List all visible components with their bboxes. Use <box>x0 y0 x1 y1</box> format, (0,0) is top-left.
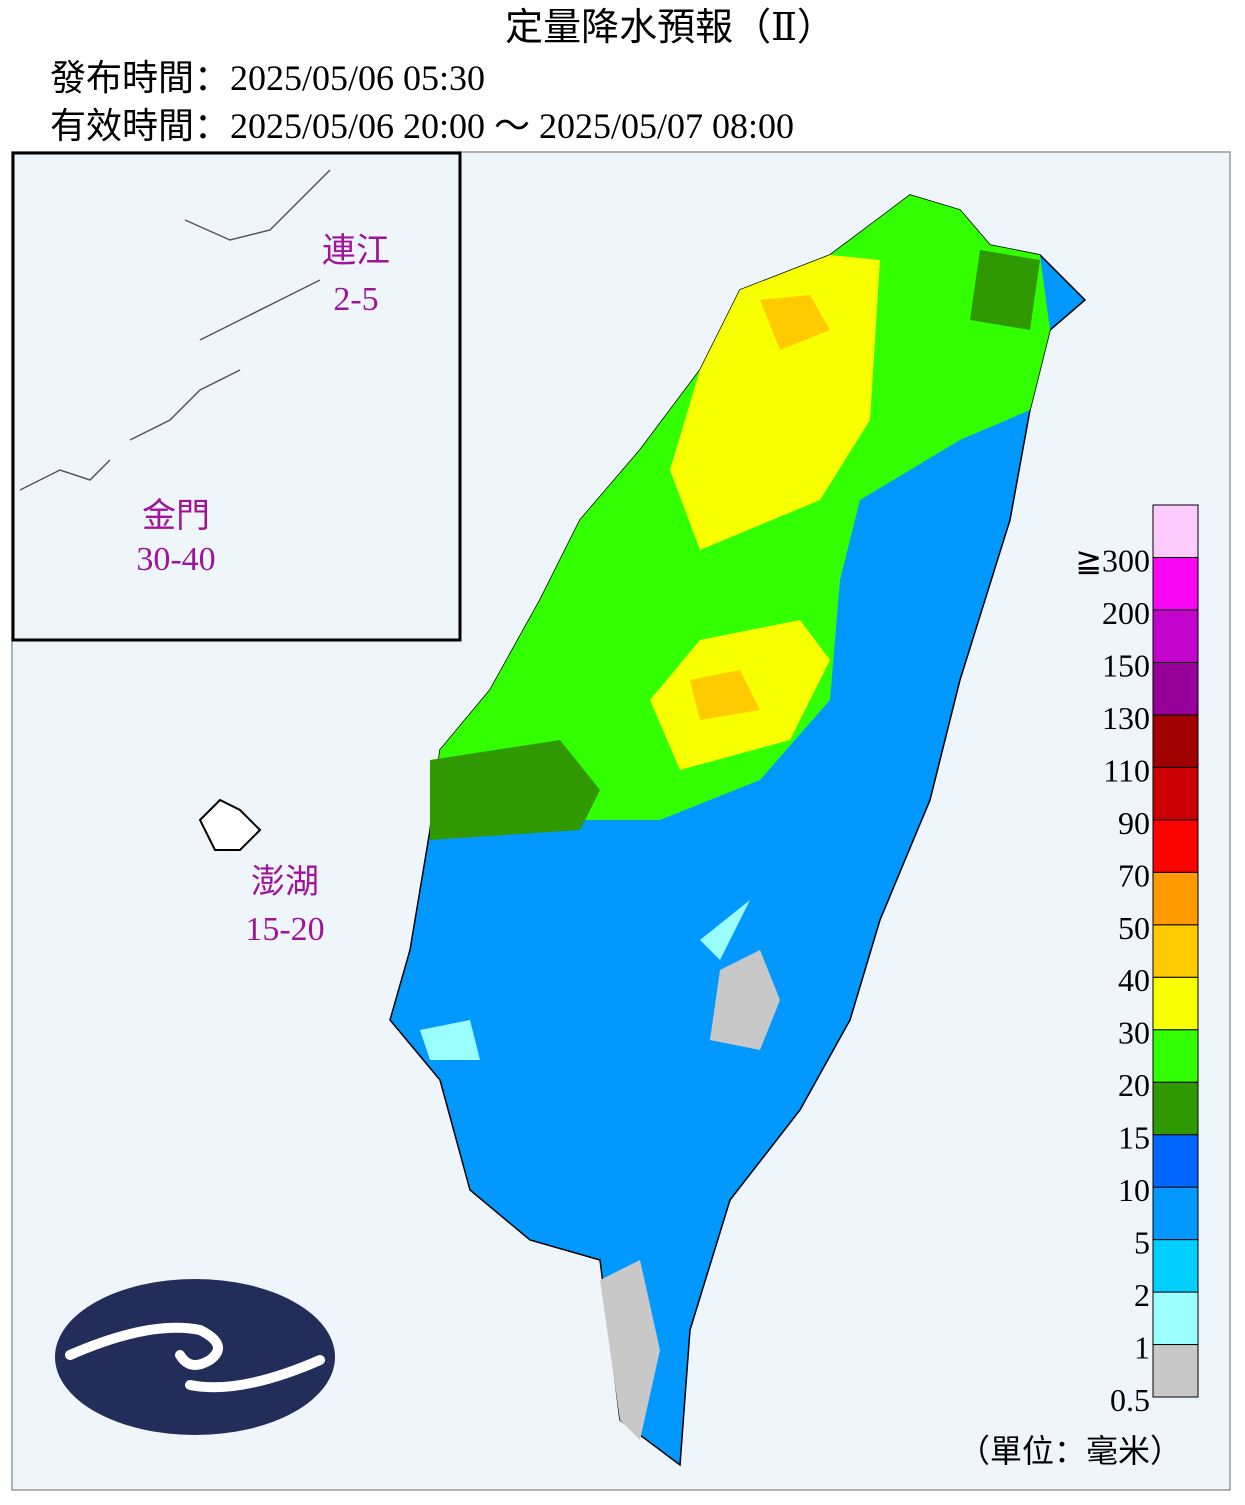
penghu-island <box>198 798 262 851</box>
legend-swatch <box>1152 871 1199 926</box>
legend-label: 20 <box>1118 1067 1150 1103</box>
region-range: 15-20 <box>245 911 324 948</box>
legend-unit: （單位：毫米） <box>958 1433 1182 1469</box>
legend-swatch <box>1152 1029 1199 1083</box>
legend-label: 5 <box>1134 1225 1150 1261</box>
legend-label: 0.5 <box>1110 1382 1150 1418</box>
region-name: 澎湖 <box>251 863 319 901</box>
legend-label: 150 <box>1102 647 1150 683</box>
legend-swatch <box>1152 924 1199 978</box>
zone-1-2 <box>420 900 750 1060</box>
inset-frame <box>11 151 462 642</box>
legend-label: 2 <box>1134 1277 1150 1313</box>
legend-label: 30 <box>1118 1015 1150 1051</box>
legend-swatch <box>1152 1081 1199 1136</box>
legend-swatch <box>1152 609 1199 663</box>
region-range: 2-5 <box>333 281 378 318</box>
legend-label: ≧300 <box>1075 542 1150 578</box>
logo-swirl <box>65 1322 325 1393</box>
legend-swatch <box>1152 661 1199 716</box>
zone-30-40 <box>650 255 880 770</box>
legend-swatch <box>1152 766 1199 821</box>
legend-label: 130 <box>1102 700 1150 736</box>
zone-40-50 <box>690 295 830 720</box>
logo <box>55 1279 335 1435</box>
legend-swatch <box>1152 1186 1199 1241</box>
legend-label: 70 <box>1118 857 1150 893</box>
legend-label: 90 <box>1118 805 1150 841</box>
legend-swatch <box>1152 556 1199 611</box>
legend-label: 1 <box>1134 1330 1150 1366</box>
legend-label: 15 <box>1118 1120 1150 1156</box>
legend-label: 110 <box>1103 752 1150 788</box>
region-range: 30-40 <box>136 541 215 578</box>
zone-0.5-1 <box>600 950 780 1440</box>
zone-15-20 <box>430 250 1040 840</box>
legend-label: 200 <box>1102 595 1150 631</box>
legend-label: 10 <box>1118 1172 1150 1208</box>
legend-swatch <box>1152 976 1199 1031</box>
region-name: 金門 <box>142 497 210 535</box>
issued-time: 發布時間：2025/05/06 05:30 <box>50 58 485 98</box>
valid-time: 有效時間：2025/05/06 20:00 ～ 2025/05/07 08:00 <box>50 106 794 146</box>
coastline <box>19 169 331 491</box>
legend-swatch <box>1152 504 1199 558</box>
legend-swatch <box>1152 1134 1199 1188</box>
legend-label: 50 <box>1118 910 1150 946</box>
legend-label: 40 <box>1118 962 1150 998</box>
legend-swatch <box>1152 1291 1199 1346</box>
legend-swatch <box>1152 1239 1199 1293</box>
legend-swatch <box>1152 714 1199 768</box>
region-name: 連江 <box>322 232 390 270</box>
legend-swatch <box>1152 819 1199 873</box>
title: 定量降水預報（Ⅱ） <box>505 7 835 49</box>
legend-swatch <box>1152 1344 1199 1398</box>
